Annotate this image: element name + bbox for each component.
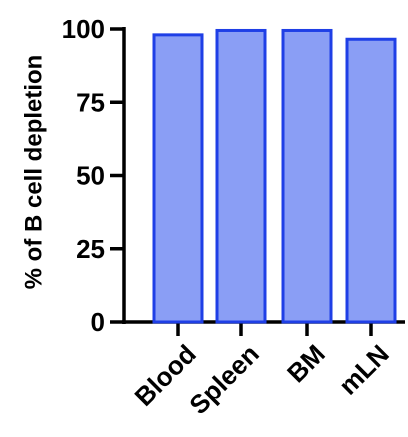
x-tick-label: BM [281, 339, 331, 389]
y-tick-label: 0 [91, 307, 105, 337]
y-axis: 0 25 50 75 100 [62, 14, 126, 337]
y-tick-label: 50 [76, 161, 105, 191]
y-tick-label: 75 [76, 87, 105, 117]
y-tick-label: 25 [76, 234, 105, 264]
bar-blood [152, 33, 204, 324]
bar-spleen [215, 28, 267, 324]
x-tick-label: mLN [333, 339, 395, 401]
bar-mln [345, 37, 397, 324]
y-tick-label: 100 [62, 14, 105, 44]
y-axis-label: % of B cell depletion [20, 55, 47, 290]
x-tick-label: Spleen [183, 339, 264, 420]
bars [152, 28, 397, 324]
bar-bm [281, 28, 333, 324]
